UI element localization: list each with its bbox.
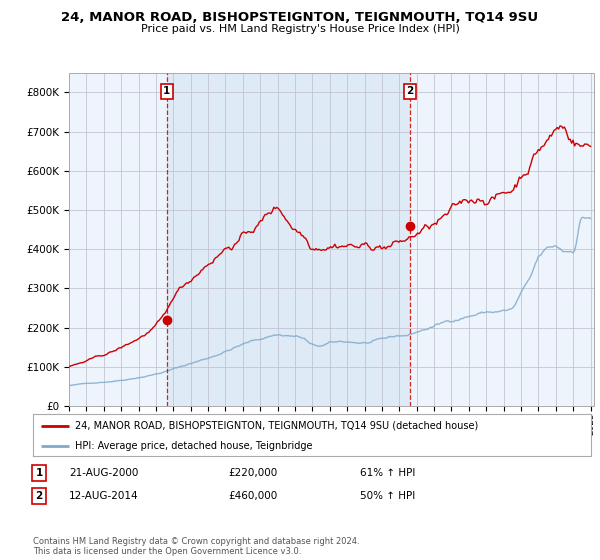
Text: 24, MANOR ROAD, BISHOPSTEIGNTON, TEIGNMOUTH, TQ14 9SU: 24, MANOR ROAD, BISHOPSTEIGNTON, TEIGNMO… [61,11,539,24]
Text: 1: 1 [163,86,170,96]
Text: 61% ↑ HPI: 61% ↑ HPI [360,468,415,478]
Text: Price paid vs. HM Land Registry's House Price Index (HPI): Price paid vs. HM Land Registry's House … [140,24,460,34]
Text: 50% ↑ HPI: 50% ↑ HPI [360,491,415,501]
Text: HPI: Average price, detached house, Teignbridge: HPI: Average price, detached house, Teig… [75,441,313,451]
Text: 12-AUG-2014: 12-AUG-2014 [69,491,139,501]
Text: Contains HM Land Registry data © Crown copyright and database right 2024.
This d: Contains HM Land Registry data © Crown c… [33,536,359,556]
Text: 2: 2 [35,491,43,501]
Text: 21-AUG-2000: 21-AUG-2000 [69,468,139,478]
Bar [167,73,410,406]
Text: 24, MANOR ROAD, BISHOPSTEIGNTON, TEIGNMOUTH, TQ14 9SU (detached house): 24, MANOR ROAD, BISHOPSTEIGNTON, TEIGNMO… [75,421,478,431]
Text: £220,000: £220,000 [228,468,277,478]
Text: 2: 2 [407,86,414,96]
Text: 1: 1 [35,468,43,478]
Text: £460,000: £460,000 [228,491,277,501]
